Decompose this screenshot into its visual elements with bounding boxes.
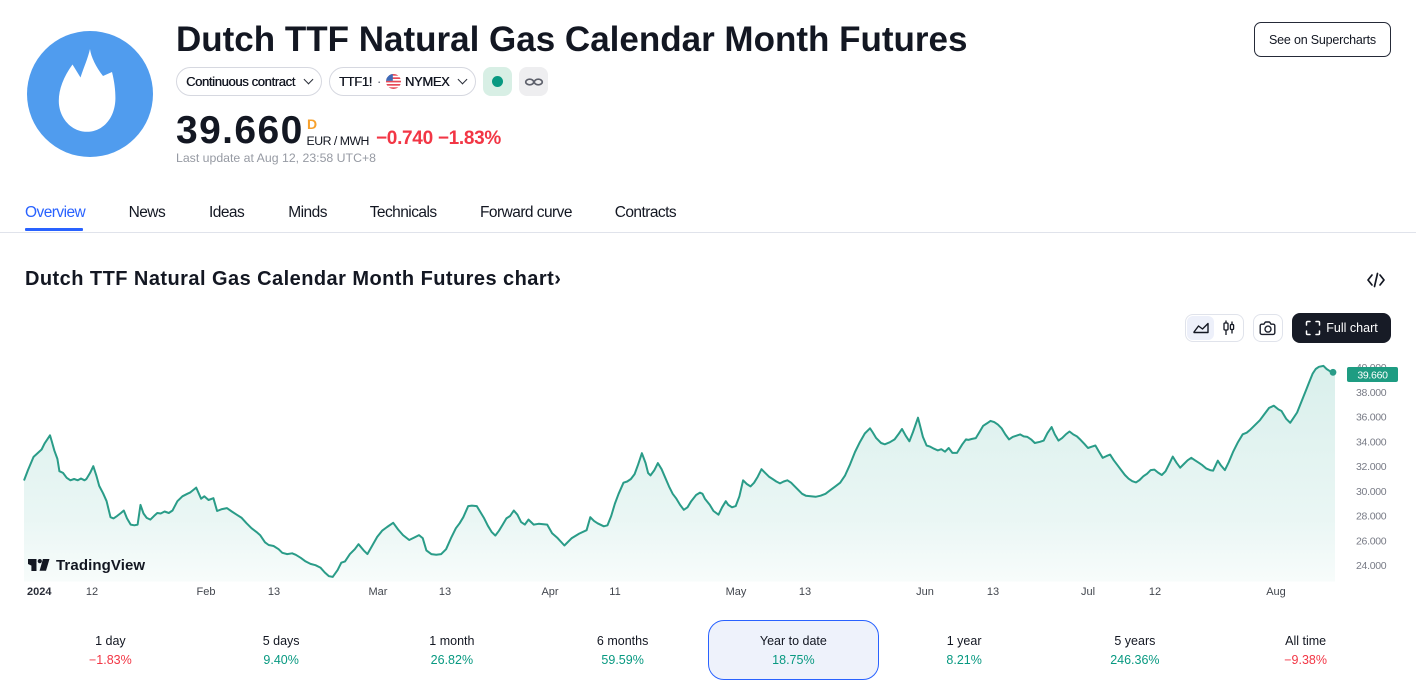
svg-text:12: 12 [1149,586,1161,598]
svg-text:Aug: Aug [1266,586,1286,598]
svg-text:Apr: Apr [541,586,558,598]
svg-text:26.000: 26.000 [1356,535,1387,547]
svg-text:Feb: Feb [197,586,216,598]
svg-text:13: 13 [987,586,999,598]
svg-text:Mar: Mar [369,586,388,598]
svg-text:13: 13 [439,586,451,598]
svg-text:Jun: Jun [916,586,934,598]
svg-text:11: 11 [609,586,620,598]
svg-text:13: 13 [268,586,280,598]
svg-text:32.000: 32.000 [1356,461,1387,473]
svg-text:12: 12 [86,586,98,598]
svg-text:36.000: 36.000 [1356,412,1387,424]
svg-text:34.000: 34.000 [1356,436,1387,448]
svg-text:24.000: 24.000 [1356,560,1387,572]
svg-text:Jul: Jul [1081,586,1095,598]
svg-text:May: May [726,586,747,598]
svg-text:39.660: 39.660 [1357,369,1388,381]
svg-text:13: 13 [799,586,811,598]
svg-text:28.000: 28.000 [1356,511,1387,523]
svg-text:30.000: 30.000 [1356,486,1387,498]
svg-text:2024: 2024 [27,586,52,598]
svg-text:38.000: 38.000 [1356,387,1387,399]
